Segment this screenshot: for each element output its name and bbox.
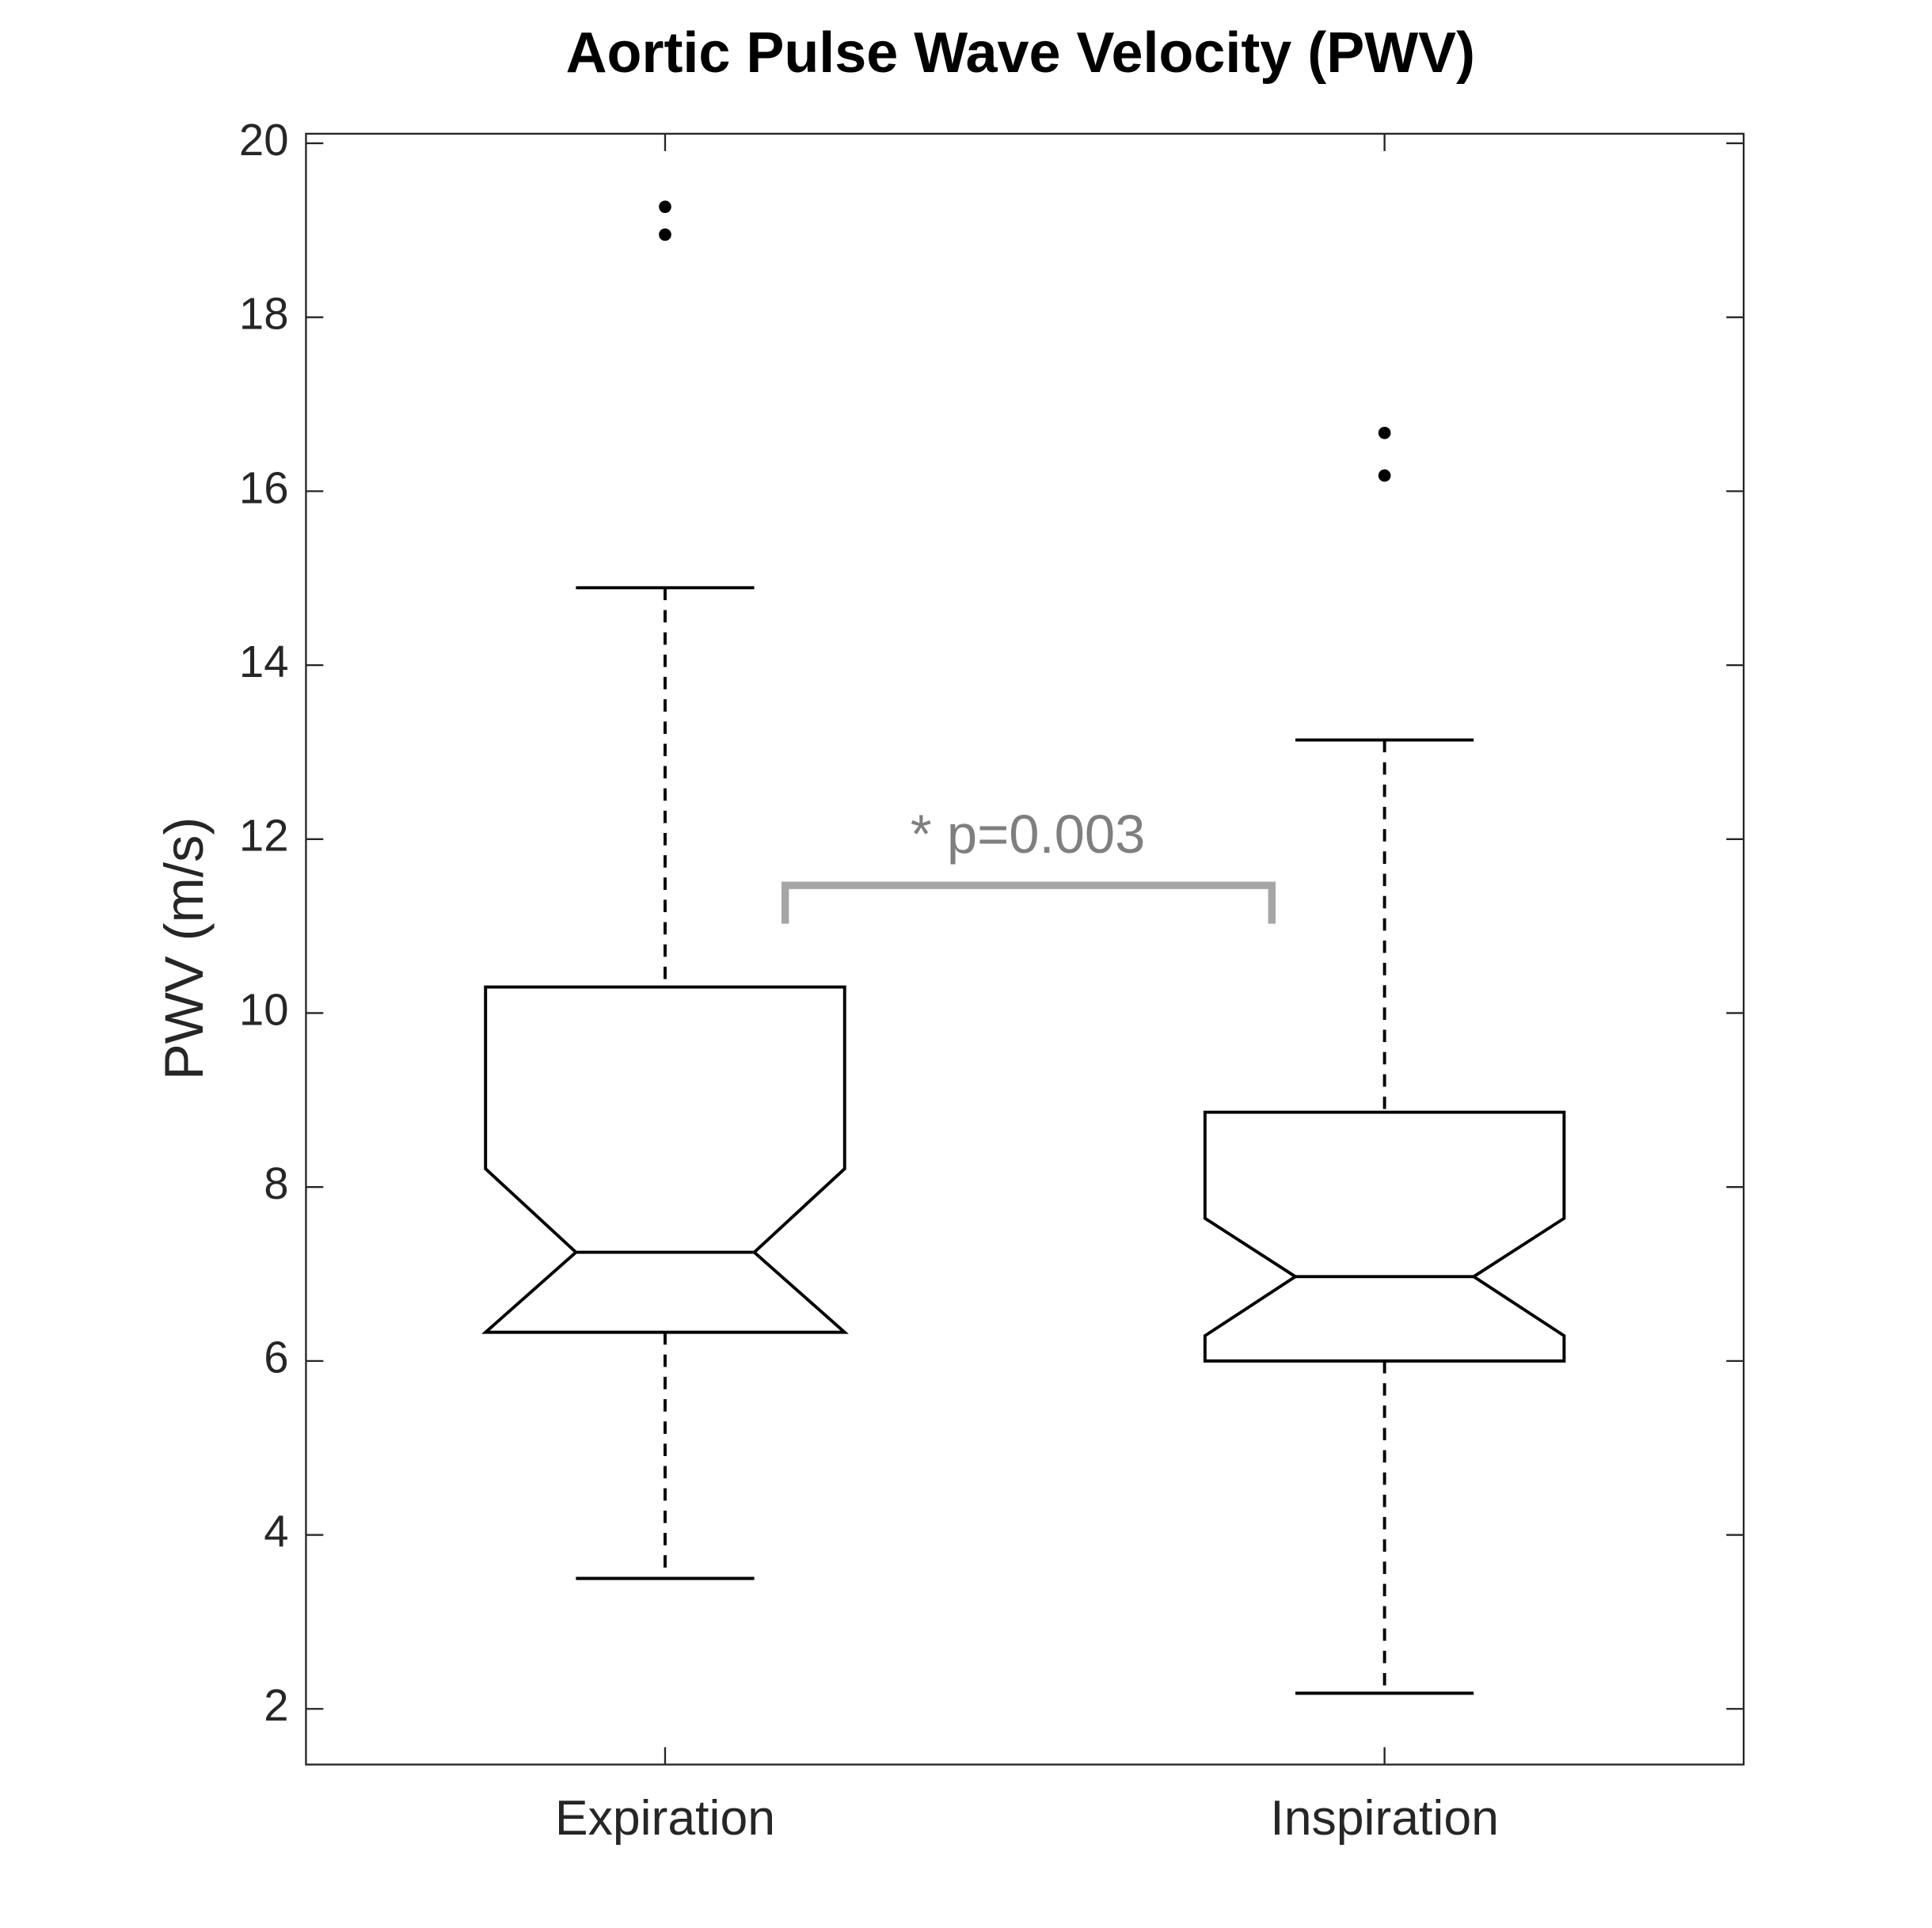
outlier xyxy=(1378,469,1391,482)
y-tick-label: 10 xyxy=(239,984,289,1034)
y-axis-label: PWV (m/s) xyxy=(154,817,215,1080)
y-tick-label: 18 xyxy=(239,289,289,339)
y-tick-label: 20 xyxy=(239,115,289,165)
y-tick-label: 2 xyxy=(264,1680,288,1730)
x-tick-label: Inspiration xyxy=(1270,1790,1499,1846)
y-tick-label: 12 xyxy=(239,811,289,861)
chart-title: Aortic Pulse Wave Velocity (PWV) xyxy=(566,21,1475,85)
outlier xyxy=(659,200,671,213)
box xyxy=(1203,1110,1566,1363)
axes-frame xyxy=(305,132,1745,1766)
x-tick-label: Expiration xyxy=(555,1790,775,1846)
outlier xyxy=(1378,426,1391,439)
box xyxy=(481,985,849,1334)
y-tick-label: 4 xyxy=(264,1506,288,1556)
y-tick-label: 8 xyxy=(264,1158,288,1208)
y-tick-label: 16 xyxy=(239,462,289,512)
outlier xyxy=(659,228,671,241)
y-tick-label: 14 xyxy=(239,637,289,686)
annotation: * p=0.003 xyxy=(911,804,1146,865)
y-tick-label: 6 xyxy=(264,1333,288,1382)
significance-bracket xyxy=(781,881,1276,924)
